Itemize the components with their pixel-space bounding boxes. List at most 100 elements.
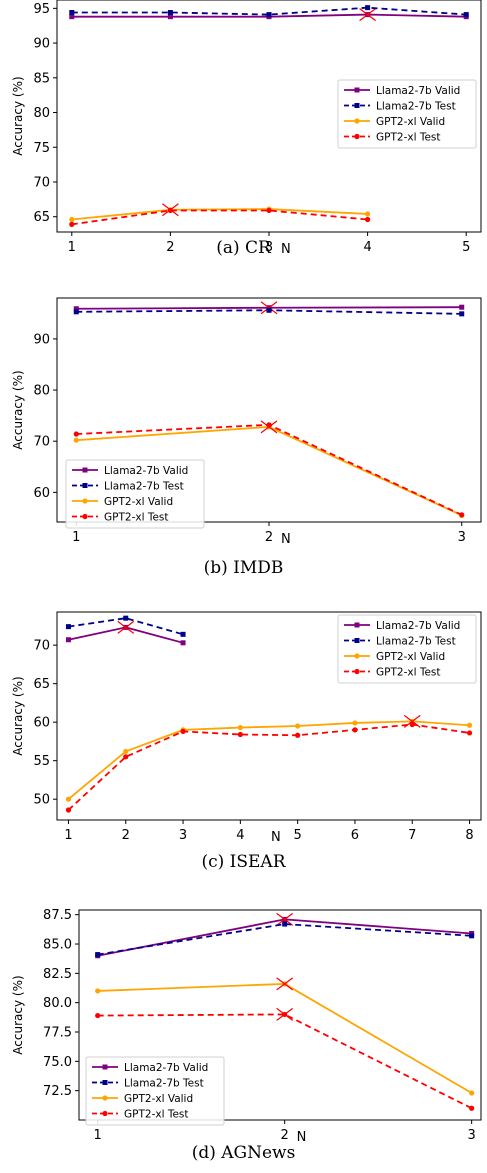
data-point [365,216,371,223]
x-axis-label: N [297,1130,307,1145]
data-point [469,1105,475,1111]
y-tick-label: 90 [33,37,50,52]
data-point [167,207,173,214]
legend-marker [354,133,360,140]
legend-marker [102,1095,108,1101]
data-point [295,732,301,738]
legend-marker [82,483,88,488]
x-axis-label: N [271,830,281,845]
legend: Llama2-7b Valid Llama2-7b Test GPT2-xl Val… [337,79,477,149]
y-tick-label: 80 [33,384,50,399]
best-point-marker [276,1007,294,1021]
legend-label: GPT2-xl Valid [124,1093,193,1105]
panel-caption: (c) ISEAR [201,852,286,872]
data-point [266,12,272,18]
data-point [95,988,101,994]
legend-marker [82,498,88,504]
legend-marker [354,103,360,108]
data-point [352,720,358,726]
data-point [167,10,173,16]
series-llama-valid [95,912,475,959]
legend-label: GPT2-xl Valid [376,651,445,663]
data-point [95,1012,101,1019]
legend-box [85,1056,225,1126]
plot-frame [78,909,482,1121]
series-line [71,208,368,221]
x-tick-label: 8 [465,828,473,843]
best-point-marker [260,301,278,315]
data-point [65,637,71,643]
series-gpt-valid [65,714,473,802]
y-tick-label: 85.0 [43,938,72,953]
data-point [237,724,243,731]
legend-marker [102,1110,108,1117]
y-tick-label: 65 [33,210,50,225]
data-point [463,12,469,18]
legend-marker [354,118,360,124]
x-tick-label: 3 [179,828,187,843]
data-point [466,722,473,728]
y-axis-label: Accuracy (%) [11,975,25,1054]
data-point [180,631,186,637]
y-tick-label: 77.5 [43,1026,72,1041]
series-gpt-valid [69,203,371,223]
data-point [466,730,473,736]
series-gpt-test [73,422,465,518]
legend-box [337,79,477,149]
y-tick-label: 90 [33,332,50,347]
x-tick-label: 1 [94,1128,102,1143]
legend-marker [82,513,88,520]
x-tick-label: 7 [408,828,416,843]
x-tick-label: 2 [265,530,273,545]
y-tick-label: 70 [33,175,50,190]
x-tick-label: 3 [265,240,273,255]
legend-label: GPT2-xl Valid [376,116,445,128]
y-tick-label: 60 [33,486,50,501]
y-tick-label: 60 [33,716,50,731]
data-point [266,207,272,214]
x-tick-label: 5 [294,828,302,843]
data-point [65,807,72,813]
series-llama-test [73,307,465,317]
y-axis-label: Accuracy (%) [11,76,25,155]
data-point [69,14,75,20]
panel-caption: (d) AGNews [192,1143,296,1163]
x-tick-label: 4 [363,240,371,255]
y-tick-label: 95 [33,2,50,17]
data-point [459,311,465,317]
legend-label: Llama2-7b Test [124,1078,204,1090]
data-point [237,731,243,738]
series-line [67,720,470,800]
data-point [469,933,475,939]
x-axis-label: N [281,532,291,547]
y-tick-label: 80 [33,106,50,121]
y-tick-label: 70 [33,639,50,654]
data-point [167,14,173,20]
data-point [73,309,79,315]
legend-label: GPT2-xl Test [104,512,169,524]
legend-label: Llama2-7b Valid [104,465,188,477]
x-tick-label: 6 [351,828,359,843]
series-llama-test [69,5,469,18]
data-point [365,5,371,11]
plot-frame [56,611,482,821]
legend-marker [354,668,360,675]
legend-marker [354,622,360,628]
legend-label: GPT2-xl Valid [104,496,173,508]
y-tick-label: 65 [33,677,50,692]
legend-label: Llama2-7b Valid [124,1062,208,1074]
series-llama-test [95,921,475,958]
data-point [69,221,75,227]
y-tick-label: 72.5 [43,1084,72,1099]
data-point [266,307,272,313]
legend-marker [102,1080,108,1085]
data-point [459,304,465,310]
legend-label: GPT2-xl Test [124,1109,189,1121]
x-tick-label: 3 [468,1128,476,1143]
legend-label: Llama2-7b Valid [376,620,460,632]
panel-caption: (a) CR [216,238,272,258]
data-point [95,952,101,958]
data-point [65,796,72,802]
y-tick-label: 85 [33,71,50,86]
